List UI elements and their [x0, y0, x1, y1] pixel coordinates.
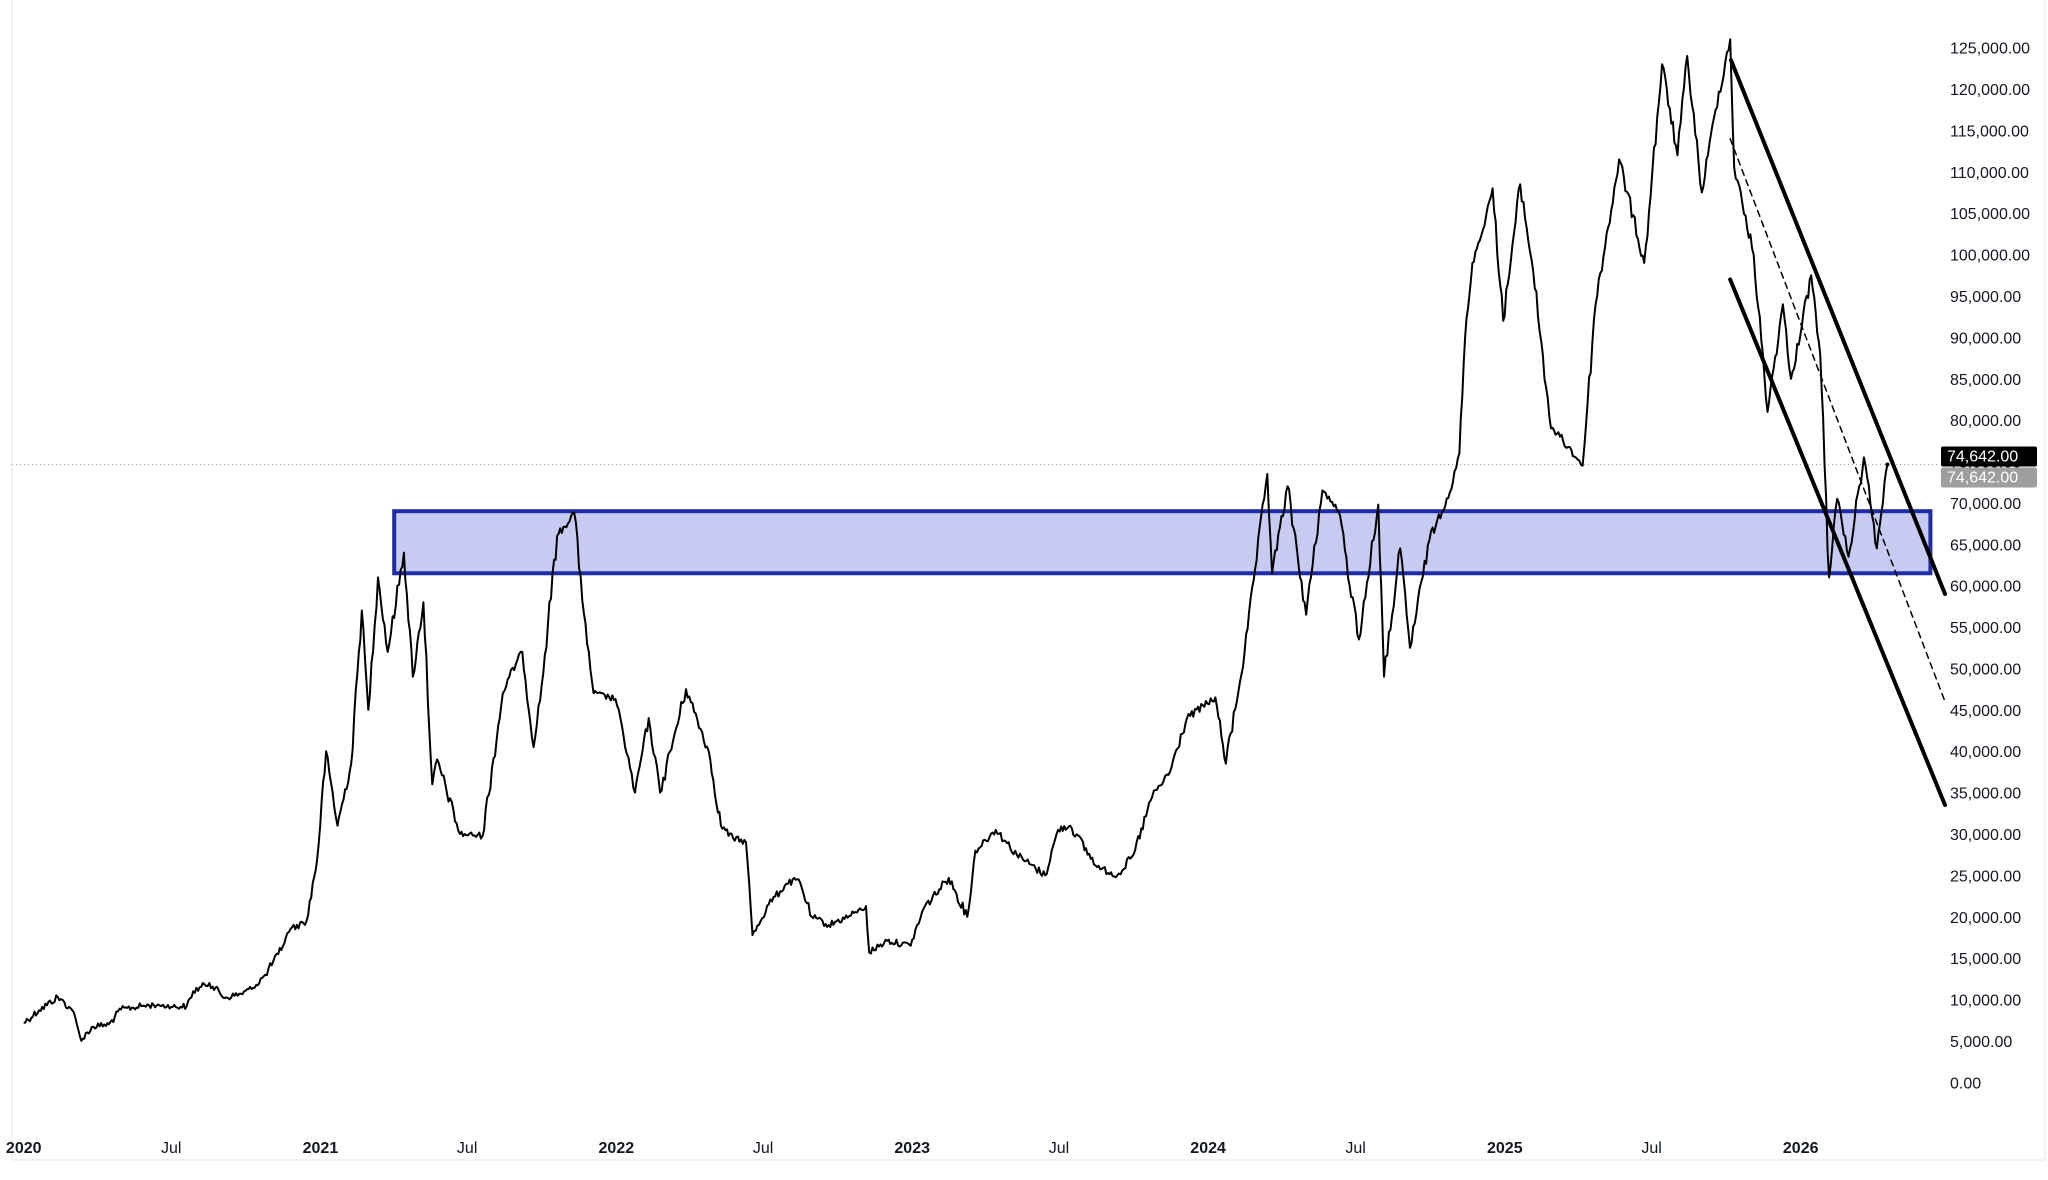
- y-tick-label: 115,000.00: [1950, 123, 2029, 140]
- y-tick-label: 90,000.00: [1950, 330, 2021, 347]
- x-axis[interactable]: 2020 Jul 2021 Jul 2022 Jul 2023 Jul 2024 Jul 2025 J…: [6, 1140, 1819, 1157]
- y-tick-label: 95,000.00: [1950, 289, 2021, 306]
- y-tick-label: 110,000.00: [1950, 165, 2029, 182]
- last-price-tag-label: 74,642.00: [1947, 470, 2018, 487]
- x-tick-label: Jul: [457, 1140, 477, 1157]
- y-tick-label: 125,000.00: [1950, 41, 2030, 58]
- x-tick-label: 2025: [1487, 1140, 1523, 1157]
- price-tags: 74,642.00 74,642.00: [1941, 446, 2037, 488]
- y-tick-label: 15,000.00: [1950, 951, 2021, 968]
- last-price-point: [1885, 462, 1890, 467]
- x-tick-label: 2020: [6, 1140, 42, 1157]
- y-tick-label: 45,000.00: [1950, 703, 2021, 720]
- series-layer: [23, 38, 1890, 1042]
- y-tick-label: 35,000.00: [1950, 786, 2021, 803]
- x-tick-label: 2026: [1783, 1140, 1819, 1157]
- channel-midline: [1729, 137, 1946, 703]
- x-tick-label: Jul: [753, 1140, 773, 1157]
- x-tick-label: Jul: [1345, 1140, 1365, 1157]
- x-tick-label: Jul: [161, 1140, 181, 1157]
- last-price-tag-label: 74,642.00: [1947, 449, 2018, 466]
- x-tick-label: 2022: [599, 1140, 635, 1157]
- y-tick-label: 30,000.00: [1950, 827, 2021, 844]
- y-tick-label: 50,000.00: [1950, 661, 2021, 678]
- channel-line: [1728, 58, 1947, 596]
- x-tick-label: Jul: [1049, 1140, 1069, 1157]
- x-tick-label: 2021: [303, 1140, 339, 1157]
- x-tick-label: 2023: [894, 1140, 930, 1157]
- y-tick-label: 55,000.00: [1950, 620, 2021, 637]
- y-tick-label: 60,000.00: [1950, 579, 2021, 596]
- trendline-layer: [1728, 58, 1947, 808]
- y-tick-label: 5,000.00: [1950, 1034, 2012, 1051]
- x-tick-label: Jul: [1641, 1140, 1661, 1157]
- last-price-tag: [1941, 446, 2037, 467]
- x-tick-label: 2024: [1190, 1140, 1226, 1157]
- support-zone-rect: [392, 509, 1933, 576]
- y-tick-label: 65,000.00: [1950, 537, 2021, 554]
- channel-line: [1728, 277, 1947, 808]
- last-price-tag: [1941, 467, 2037, 488]
- y-tick-label: 100,000.00: [1950, 248, 2030, 265]
- y-tick-label: 105,000.00: [1950, 206, 2030, 223]
- y-tick-label: 80,000.00: [1950, 413, 2021, 430]
- price-series-line: [23, 38, 1889, 1042]
- y-tick-label: 70,000.00: [1950, 496, 2021, 513]
- y-tick-label: 25,000.00: [1950, 868, 2021, 885]
- y-axis[interactable]: 0.00 5,000.00 10,000.00 15,000.00 20,000.00 2…: [1950, 41, 2030, 1093]
- y-tick-label: 120,000.00: [1950, 82, 2030, 99]
- y-tick-label: 10,000.00: [1950, 993, 2021, 1010]
- y-tick-label: 0.00: [1950, 1075, 1981, 1092]
- y-tick-label: 20,000.00: [1950, 910, 2021, 927]
- y-tick-label: 85,000.00: [1950, 372, 2021, 389]
- y-tick-label: 40,000.00: [1950, 744, 2021, 761]
- support-zone-layer: [392, 509, 1933, 576]
